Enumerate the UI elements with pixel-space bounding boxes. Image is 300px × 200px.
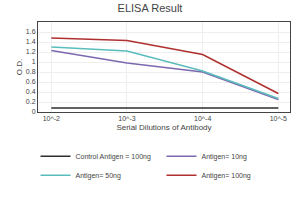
svg-text:Antigen= 10ng: Antigen= 10ng — [202, 153, 247, 161]
svg-text:Control Antigen = 100ng: Control Antigen = 100ng — [76, 153, 151, 161]
svg-text:0.4: 0.4 — [26, 88, 36, 95]
svg-text:Antigen= 100ng: Antigen= 100ng — [202, 172, 251, 180]
svg-text:0: 0 — [32, 108, 36, 115]
svg-text:Serial Dilutions of Antibody: Serial Dilutions of Antibody — [116, 123, 211, 132]
svg-text:ELISA Result: ELISA Result — [118, 2, 183, 14]
svg-text:1: 1 — [32, 58, 36, 65]
svg-text:1.6: 1.6 — [26, 28, 36, 35]
svg-text:O.D.: O.D. — [15, 59, 24, 75]
svg-text:1.2: 1.2 — [26, 48, 36, 55]
svg-text:Antigen= 50ng: Antigen= 50ng — [76, 172, 121, 180]
svg-text:10^-4: 10^-4 — [194, 115, 211, 122]
svg-text:0.2: 0.2 — [26, 98, 36, 105]
svg-text:10^-2: 10^-2 — [43, 115, 60, 122]
svg-text:10^-3: 10^-3 — [118, 115, 135, 122]
svg-text:0.6: 0.6 — [26, 78, 36, 85]
svg-text:1.4: 1.4 — [26, 38, 36, 45]
svg-text:10^-5: 10^-5 — [270, 115, 287, 122]
svg-text:0.8: 0.8 — [26, 68, 36, 75]
